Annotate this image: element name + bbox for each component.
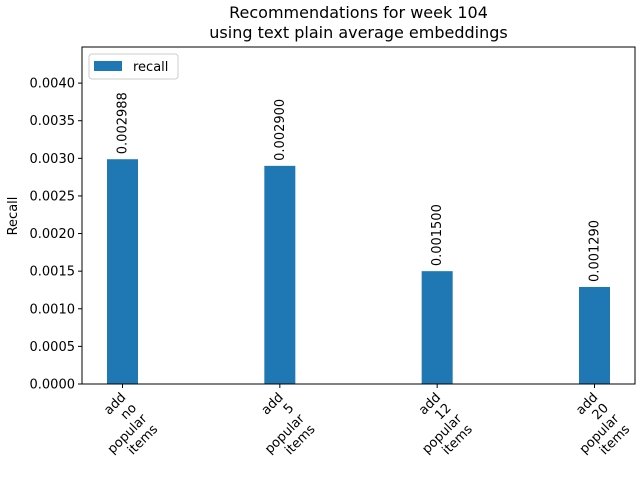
data-label: 0.002900 — [273, 99, 288, 161]
axes-frame — [81, 46, 636, 385]
y-tick-label: 0.0025 — [30, 189, 76, 204]
x-tick-label: addnopopularitems — [84, 390, 162, 468]
bar — [579, 286, 610, 384]
y-tick-label: 0.0010 — [30, 302, 76, 317]
data-label: 0.002988 — [116, 92, 131, 154]
bar — [107, 159, 138, 384]
svg-text:addnopopularitems: addnopopularitems — [84, 390, 162, 468]
legend-label: recall — [133, 60, 168, 75]
legend-box — [88, 53, 179, 80]
x-tick-label: add20popularitems — [556, 390, 634, 468]
y-tick-label: 0.0030 — [30, 152, 76, 167]
bar — [264, 165, 296, 384]
y-tick-label: 0.0015 — [30, 265, 76, 280]
y-axis-label: Recall — [6, 197, 21, 236]
y-tick-label: 0.0040 — [30, 77, 76, 92]
legend-swatch — [94, 61, 122, 71]
y-tick-label: 0.0000 — [30, 378, 76, 393]
chart-title-line: using text plain average embeddings — [209, 23, 507, 42]
x-tick-label: add5popularitems — [241, 390, 319, 468]
legend: recall — [88, 53, 179, 80]
y-tick-label: 0.0020 — [30, 227, 76, 242]
data-label: 0.001500 — [430, 204, 445, 266]
y-tick-label: 0.0035 — [30, 114, 76, 129]
svg-text:add5popularitems: add5popularitems — [241, 390, 319, 468]
chart-title-line: Recommendations for week 104 — [229, 3, 488, 22]
bar — [421, 271, 453, 384]
x-tick-label: add12popularitems — [398, 390, 476, 468]
plot-area: 0.002988 0.002900 0.001500 0.001290 0.0000 0.… — [30, 46, 636, 468]
svg-text:add12popularitems: add12popularitems — [398, 390, 476, 468]
data-label: 0.001290 — [588, 220, 603, 282]
y-tick-label: 0.0005 — [30, 340, 76, 355]
svg-text:add20popularitems: add20popularitems — [556, 390, 634, 468]
